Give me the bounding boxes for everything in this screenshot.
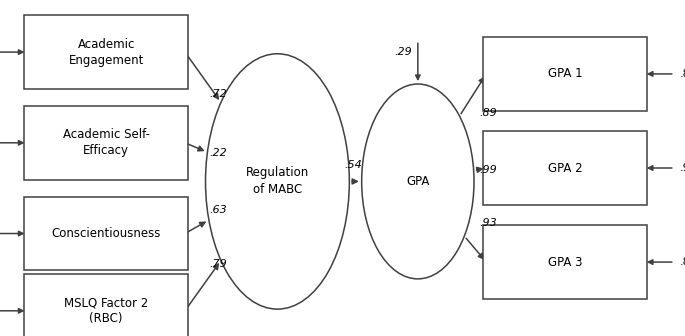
Text: GPA 3: GPA 3 <box>548 256 582 268</box>
Text: Academic
Engagement: Academic Engagement <box>68 38 144 67</box>
FancyBboxPatch shape <box>483 131 647 205</box>
Text: Conscientiousness: Conscientiousness <box>51 227 161 240</box>
FancyBboxPatch shape <box>483 225 647 299</box>
Text: GPA: GPA <box>406 175 429 188</box>
Ellipse shape <box>362 84 474 279</box>
Text: .99: .99 <box>479 165 497 175</box>
Text: .89: .89 <box>479 108 497 118</box>
Text: Regulation
of MABC: Regulation of MABC <box>246 166 309 197</box>
Text: .72: .72 <box>209 89 227 99</box>
Text: Academic Self-
Efficacy: Academic Self- Efficacy <box>62 128 150 157</box>
Ellipse shape <box>206 54 349 309</box>
Text: .22: .22 <box>209 148 227 158</box>
Text: .63: .63 <box>209 205 227 215</box>
Text: MSLQ Factor 2
(RBC): MSLQ Factor 2 (RBC) <box>64 296 148 325</box>
FancyBboxPatch shape <box>24 15 188 89</box>
Text: .29: .29 <box>394 47 412 57</box>
Text: GPA 1: GPA 1 <box>548 68 582 80</box>
Text: .93: .93 <box>479 218 497 228</box>
FancyBboxPatch shape <box>24 274 188 336</box>
Text: .86: .86 <box>680 257 685 267</box>
Text: .54: .54 <box>344 160 362 170</box>
FancyBboxPatch shape <box>24 197 188 270</box>
FancyBboxPatch shape <box>483 37 647 111</box>
FancyBboxPatch shape <box>24 106 188 180</box>
Text: .97: .97 <box>680 163 685 173</box>
Text: GPA 2: GPA 2 <box>548 162 582 174</box>
Text: .80: .80 <box>680 69 685 79</box>
Text: .79: .79 <box>209 259 227 269</box>
